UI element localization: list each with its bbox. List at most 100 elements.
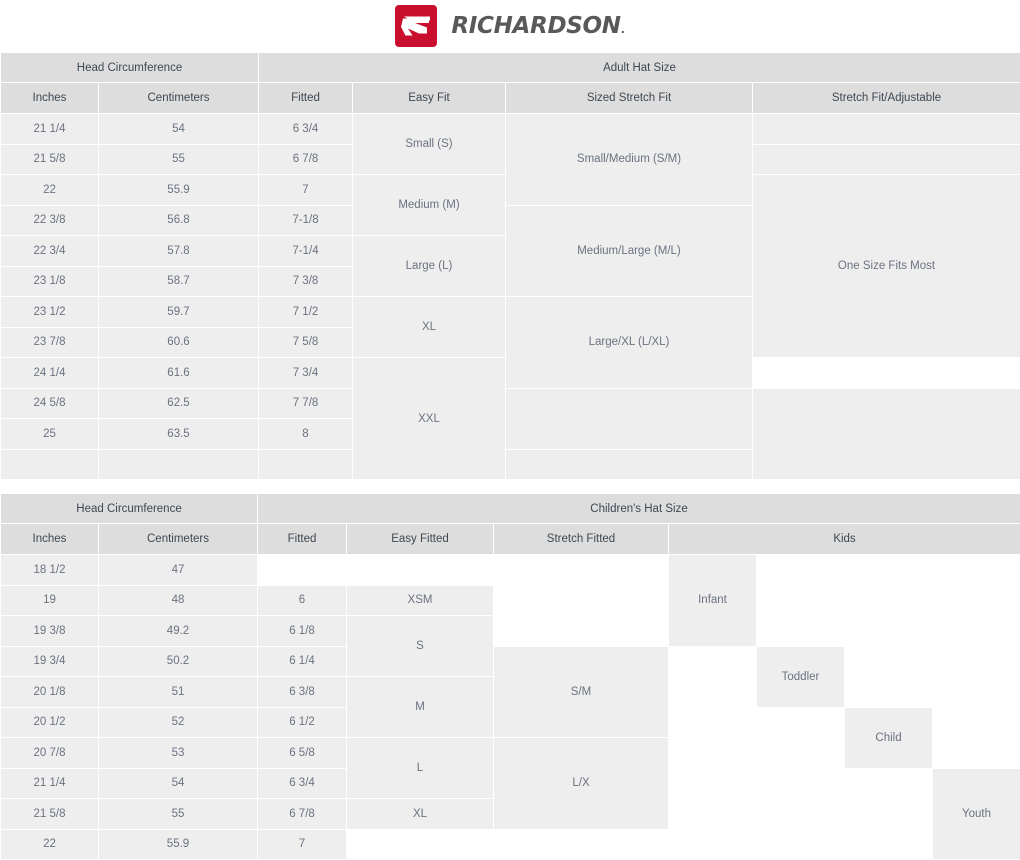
- cell-centimeters: 55.9: [99, 829, 258, 860]
- cell-fitted: 7-1/8: [259, 205, 353, 236]
- cell-kids-infant-empty: [669, 646, 757, 860]
- cell-centimeters: 56.8: [99, 205, 259, 236]
- cell-fitted: 6 3/8: [258, 677, 347, 708]
- cell-stretch-fit-adjustable: [753, 388, 1020, 480]
- cell-fitted: 7 3/8: [259, 266, 353, 297]
- cell-fitted: 6 1/4: [258, 646, 347, 677]
- children-col-centimeters: Centimeters: [99, 524, 258, 555]
- adult-col-sized-stretch-fit: Sized Stretch Fit: [506, 83, 753, 114]
- children-col-fitted: Fitted: [258, 524, 347, 555]
- children-col-inches: Inches: [1, 524, 99, 555]
- brand-trademark: .: [621, 23, 625, 36]
- cell-centimeters: 54: [99, 114, 259, 145]
- cell-easy-fit: [506, 449, 753, 480]
- cell-centimeters: 57.8: [99, 236, 259, 267]
- cell-kids-toddler-empty-lower: [757, 707, 845, 860]
- cell-inches: 23 1/8: [1, 266, 99, 297]
- cell-fitted: [259, 449, 353, 480]
- cell-kids-youth: Youth: [933, 768, 1020, 860]
- cell-easy-fitted: S: [347, 616, 494, 677]
- cell-fitted: 6 3/4: [258, 768, 347, 799]
- cell-stretch-fitted: S/M: [494, 646, 669, 738]
- cell-kids-child: Child: [845, 707, 933, 768]
- cell-centimeters: 55: [99, 799, 258, 830]
- cell-inches: 20 1/8: [1, 677, 99, 708]
- brand-lockup: RICHARDSON.: [395, 5, 624, 47]
- children-col-kids: Kids: [669, 524, 1020, 555]
- children-column-header-row: Inches Centimeters Fitted Easy Fitted St…: [1, 524, 1020, 555]
- cell-stretch-fitted: [494, 555, 669, 647]
- adult-col-fitted: Fitted: [259, 83, 353, 114]
- adult-hat-size-table: Head Circumference Adult Hat Size Inches…: [0, 52, 1020, 480]
- cell-easy-fit: XL: [353, 297, 506, 358]
- adult-column-header-row: Inches Centimeters Fitted Easy Fit Sized…: [1, 83, 1020, 114]
- table-row: 18 1/2 47 Infant: [1, 555, 1020, 586]
- cell-centimeters: 60.6: [99, 327, 259, 358]
- cell-inches: [1, 449, 99, 480]
- cell-centimeters: 49.2: [99, 616, 258, 647]
- cell-inches: 20 7/8: [1, 738, 99, 769]
- children-group-hat-size: Children's Hat Size: [258, 494, 1020, 524]
- cell-fitted: 6 5/8: [258, 738, 347, 769]
- cell-fitted: 8: [259, 419, 353, 450]
- table-gap-spacer: [0, 480, 1020, 493]
- cell-easy-fit: XXL: [353, 358, 506, 480]
- cell-stretch-fit-adjustable: [753, 114, 1020, 145]
- cell-centimeters: [99, 449, 259, 480]
- cell-centimeters: 51: [99, 677, 258, 708]
- cell-fitted: 7 7/8: [259, 388, 353, 419]
- cell-centimeters: 48: [99, 585, 258, 616]
- cell-kids-infant: Infant: [669, 555, 757, 647]
- adult-col-centimeters: Centimeters: [99, 83, 259, 114]
- cell-fitted: 7 1/2: [259, 297, 353, 328]
- children-col-easy-fitted: Easy Fitted: [347, 524, 494, 555]
- children-table-body: 18 1/2 47 Infant 19 48 6 XSM 19 3/8 49.2…: [1, 555, 1020, 860]
- cell-fitted: 7-1/4: [259, 236, 353, 267]
- cell-fitted: 6 7/8: [258, 799, 347, 830]
- cell-centimeters: 55.9: [99, 175, 259, 206]
- cell-stretch-fitted: L/X: [494, 738, 669, 830]
- adult-group-hat-size: Adult Hat Size: [259, 53, 1020, 83]
- cell-inches: 22: [1, 175, 99, 206]
- brand-wordmark: RICHARDSON.: [451, 15, 624, 38]
- cell-inches: 21 1/4: [1, 114, 99, 145]
- cell-easy-fitted: [347, 829, 494, 860]
- cell-inches: 22 3/8: [1, 205, 99, 236]
- cell-easy-fitted: M: [347, 677, 494, 738]
- adult-group-header-row: Head Circumference Adult Hat Size: [1, 53, 1020, 83]
- cell-kids-toddler-empty: [757, 555, 845, 647]
- cell-kids-toddler: Toddler: [757, 646, 845, 707]
- cell-inches: 24 5/8: [1, 388, 99, 419]
- cell-stretch-fit-adjustable: One Size Fits Most: [753, 175, 1020, 358]
- cell-sized-stretch-fit: Small/Medium (S/M): [506, 114, 753, 206]
- cell-inches: 24 1/4: [1, 358, 99, 389]
- cell-centimeters: 59.7: [99, 297, 259, 328]
- table-row: 24 5/8 62.5 7 7/8: [1, 388, 1020, 419]
- cell-inches: 21 5/8: [1, 799, 99, 830]
- children-group-head-circumference: Head Circumference: [1, 494, 258, 524]
- cell-inches: 20 1/2: [1, 707, 99, 738]
- richardson-r-logo-icon: [395, 5, 437, 47]
- cell-easy-fit: Small (S): [353, 114, 506, 175]
- cell-kids-youth-empty: [933, 555, 1020, 769]
- adult-table-head: Head Circumference Adult Hat Size Inches…: [1, 53, 1020, 114]
- cell-easy-fit: Medium (M): [353, 175, 506, 236]
- cell-stretch-fitted: [494, 829, 669, 860]
- cell-easy-fitted: [347, 555, 494, 586]
- cell-easy-fit: Large (L): [353, 236, 506, 297]
- cell-centimeters: 52: [99, 707, 258, 738]
- children-table-head: Head Circumference Children's Hat Size I…: [1, 494, 1020, 555]
- adult-col-inches: Inches: [1, 83, 99, 114]
- cell-centimeters: 54: [99, 768, 258, 799]
- adult-table-body: 21 1/4 54 6 3/4 Small (S) Small/Medium (…: [1, 114, 1020, 480]
- cell-centimeters: 58.7: [99, 266, 259, 297]
- cell-easy-fitted: XL: [347, 799, 494, 830]
- children-col-stretch-fitted: Stretch Fitted: [494, 524, 669, 555]
- cell-inches: 25: [1, 419, 99, 450]
- cell-easy-fitted: L: [347, 738, 494, 799]
- cell-inches: 21 1/4: [1, 768, 99, 799]
- children-hat-size-table: Head Circumference Children's Hat Size I…: [0, 493, 1020, 860]
- cell-inches: 22 3/4: [1, 236, 99, 267]
- cell-fitted: 6 1/8: [258, 616, 347, 647]
- cell-fitted: 6 7/8: [259, 144, 353, 175]
